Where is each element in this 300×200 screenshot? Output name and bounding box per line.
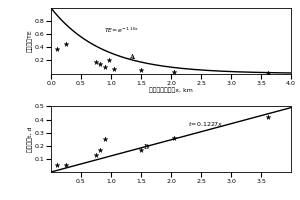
Point bbox=[107, 59, 112, 62]
Point bbox=[55, 164, 59, 167]
Point bbox=[55, 47, 59, 50]
Point bbox=[139, 148, 143, 151]
Text: $TE\!=\!e^{-1.16x}$: $TE\!=\!e^{-1.16x}$ bbox=[104, 26, 139, 35]
Point bbox=[172, 136, 176, 139]
Point bbox=[112, 67, 116, 71]
Point bbox=[266, 115, 271, 118]
Point bbox=[103, 65, 107, 69]
Point bbox=[266, 71, 271, 74]
Point bbox=[139, 68, 143, 72]
Point bbox=[64, 164, 68, 167]
Point bbox=[94, 61, 98, 64]
Text: B: B bbox=[144, 143, 149, 151]
Text: $t\!=\!0.1227x$: $t\!=\!0.1227x$ bbox=[188, 120, 224, 128]
Y-axis label: 滞后时间t, d: 滞后时间t, d bbox=[27, 126, 33, 152]
Point bbox=[98, 148, 103, 151]
Point bbox=[172, 70, 176, 73]
Point bbox=[94, 153, 98, 157]
Text: A: A bbox=[129, 53, 134, 61]
Point bbox=[64, 42, 68, 46]
Point bbox=[98, 62, 103, 65]
X-axis label: 距海岸线的距离x, km: 距海岸线的距离x, km bbox=[149, 87, 193, 93]
Point bbox=[103, 138, 107, 141]
Y-axis label: 潮汐效率TE: 潮汐效率TE bbox=[27, 29, 33, 52]
